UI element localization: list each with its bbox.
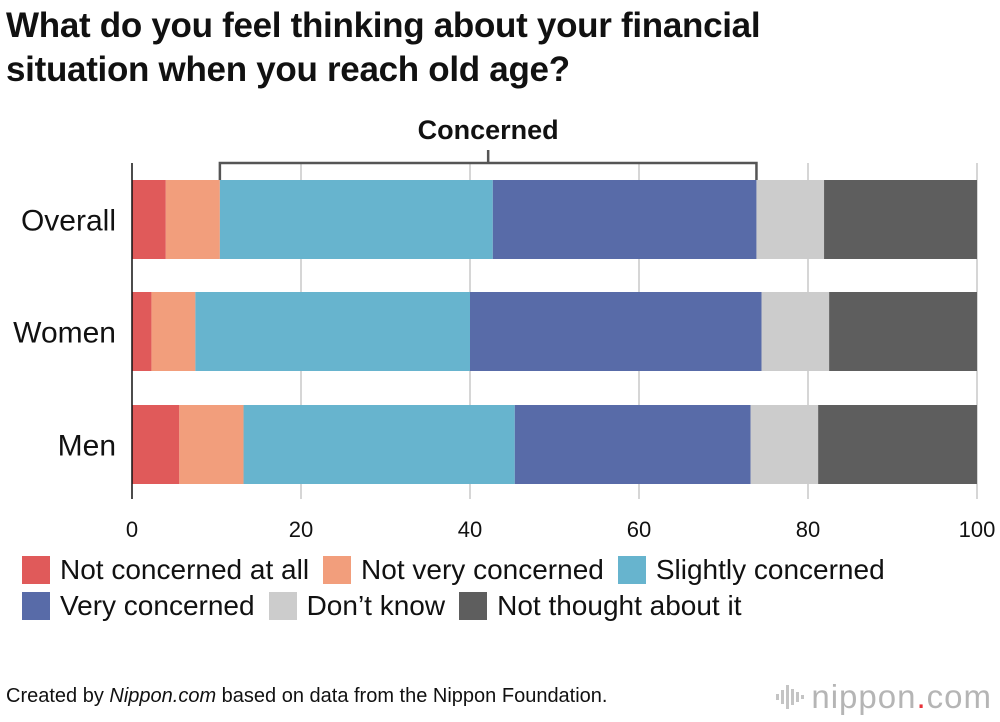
x-unit-label: (%) xyxy=(958,546,992,550)
category-label: Women xyxy=(13,317,116,350)
credit-suffix: based on data from the Nippon Foundation… xyxy=(216,685,608,707)
bar-segment xyxy=(132,405,180,484)
bracket-line xyxy=(218,150,758,180)
bar-segment xyxy=(470,292,762,371)
bar-segment xyxy=(195,292,470,371)
legend-row-2: Very concerned Don’t know Not thought ab… xyxy=(22,589,992,623)
bar-segment xyxy=(818,405,977,484)
legend-item-not-thought-about-it: Not thought about it xyxy=(459,590,742,622)
legend-item-very-concerned: Very concerned xyxy=(22,590,255,622)
legend-label: Very concerned xyxy=(60,590,255,621)
stacked-bar-chart: Overall Women Men 0 20 40 60 80 100 (%) Concerned xyxy=(13,115,995,550)
category-label: Overall xyxy=(21,205,116,238)
x-tick-label: 40 xyxy=(458,517,482,542)
nippon-com-logo[interactable]: nippon.com xyxy=(775,678,992,716)
concerned-bracket: Concerned xyxy=(218,115,758,180)
bar-segment xyxy=(179,405,244,484)
bar-segment xyxy=(514,405,751,484)
legend-label: Not thought about it xyxy=(497,590,742,621)
legend-item-dont-know: Don’t know xyxy=(268,590,446,622)
logo-wordmark: nippon.com xyxy=(811,678,992,715)
x-tick-label: 20 xyxy=(289,517,313,542)
bar-segment xyxy=(756,180,825,259)
source-credit: Created by Nippon.com based on data from… xyxy=(6,685,608,708)
legend-label: Not concerned at all xyxy=(60,554,310,585)
legend-item-slightly-concerned: Slightly concerned xyxy=(617,554,885,586)
bar-segment xyxy=(492,180,757,259)
bar-segment xyxy=(132,180,166,259)
legend-swatch xyxy=(323,556,352,584)
legend-swatch xyxy=(22,592,50,620)
axes: Overall Women Men 0 20 40 60 80 100 (%) xyxy=(13,163,995,550)
x-tick-label: 60 xyxy=(627,517,651,542)
legend-swatch xyxy=(617,556,646,584)
bar-segment xyxy=(151,292,196,371)
bar-segment xyxy=(824,180,977,259)
category-label: Men xyxy=(58,430,116,463)
credit-source-link[interactable]: Nippon.com xyxy=(109,685,217,707)
legend-swatch xyxy=(268,592,297,620)
legend-item-not-concerned-at-all: Not concerned at all xyxy=(22,554,309,586)
audio-wave-icon xyxy=(776,685,805,709)
bar-segment xyxy=(165,180,220,259)
bar-segment xyxy=(761,292,830,371)
x-tick-label: 100 xyxy=(959,517,996,542)
bar-segment xyxy=(132,292,152,371)
x-tick-label: 0 xyxy=(126,517,138,542)
legend-label: Slightly concerned xyxy=(655,554,885,585)
bar-segment xyxy=(243,405,515,484)
bar-segment xyxy=(219,180,493,259)
bracket-label: Concerned xyxy=(418,115,559,145)
chart-title-line-1: What do you feel thinking about your fin… xyxy=(6,6,761,45)
chart-title: What do you feel thinking about your fin… xyxy=(6,4,966,92)
legend-row-1: Not concerned at all Not very concerned … xyxy=(22,553,992,587)
legend-label: Not very concerned xyxy=(361,554,604,585)
legend-swatch xyxy=(22,556,50,584)
x-tick-label: 80 xyxy=(796,517,820,542)
credit-prefix: Created by xyxy=(6,685,110,707)
legend-label: Don’t know xyxy=(306,590,446,621)
chart-title-line-2: situation when you reach old age? xyxy=(6,50,570,89)
bar-segment xyxy=(829,292,977,371)
bar-segment xyxy=(750,405,819,484)
bars xyxy=(132,180,977,484)
legend-swatch xyxy=(459,592,488,620)
legend-item-not-very-concerned: Not very concerned xyxy=(323,554,604,586)
legend: Not concerned at all Not very concerned … xyxy=(22,553,992,625)
